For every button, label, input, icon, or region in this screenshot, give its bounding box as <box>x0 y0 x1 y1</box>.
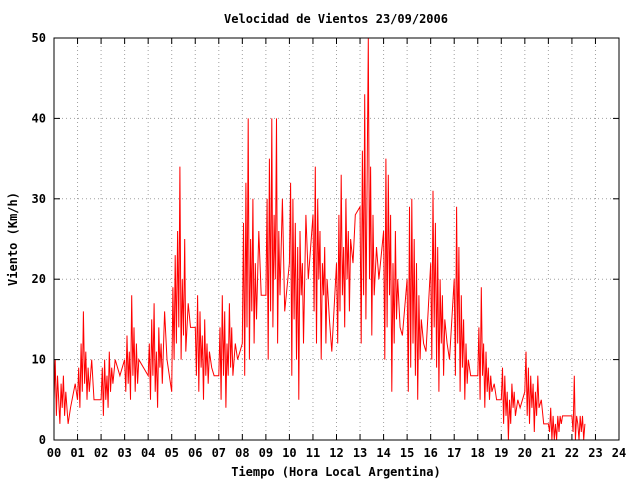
x-axis-label: Tiempo (Hora Local Argentina) <box>231 465 441 479</box>
x-tick-label: 14 <box>376 446 390 460</box>
x-tick-label: 17 <box>447 446 461 460</box>
x-tick-label: 23 <box>588 446 602 460</box>
x-tick-label: 15 <box>400 446 414 460</box>
x-tick-label: 18 <box>471 446 485 460</box>
x-tick-label: 05 <box>164 446 178 460</box>
x-tick-label: 22 <box>565 446 579 460</box>
x-tick-label: 19 <box>494 446 508 460</box>
x-tick-label: 03 <box>117 446 131 460</box>
x-tick-label: 09 <box>259 446 273 460</box>
x-tick-label: 07 <box>212 446 226 460</box>
x-tick-label: 08 <box>235 446 249 460</box>
y-tick-label: 30 <box>32 192 46 206</box>
y-tick-label: 20 <box>32 272 46 286</box>
x-tick-label: 21 <box>541 446 555 460</box>
x-axis-ticks: 00 01 02 03 04 05 06 07 08 09 10 11 12 13 14 15 16 17 18 19… <box>47 38 626 460</box>
x-tick-label: 01 <box>70 446 84 460</box>
chart-title: Velocidad de Vientos 23/09/2006 <box>224 12 448 26</box>
wind-speed-series-line <box>53 37 586 441</box>
y-tick-label: 50 <box>32 31 46 45</box>
x-tick-label: 04 <box>141 446 155 460</box>
y-tick-label: 0 <box>39 433 46 447</box>
x-tick-label: 02 <box>94 446 108 460</box>
x-tick-label: 11 <box>306 446 320 460</box>
x-tick-label: 20 <box>518 446 532 460</box>
x-tick-label: 06 <box>188 446 202 460</box>
x-tick-label: 10 <box>282 446 296 460</box>
y-tick-label: 10 <box>32 353 46 367</box>
x-tick-label: 24 <box>612 446 626 460</box>
y-tick-label: 40 <box>32 111 46 125</box>
x-tick-label: 12 <box>329 446 343 460</box>
y-axis-label: Viento (Km/h) <box>6 192 20 286</box>
grid-lines <box>54 38 619 440</box>
x-tick-label: 13 <box>353 446 367 460</box>
x-tick-label: 00 <box>47 446 61 460</box>
y-axis-ticks: 0 10 20 30 40 50 <box>32 31 619 447</box>
x-tick-label: 16 <box>423 446 437 460</box>
